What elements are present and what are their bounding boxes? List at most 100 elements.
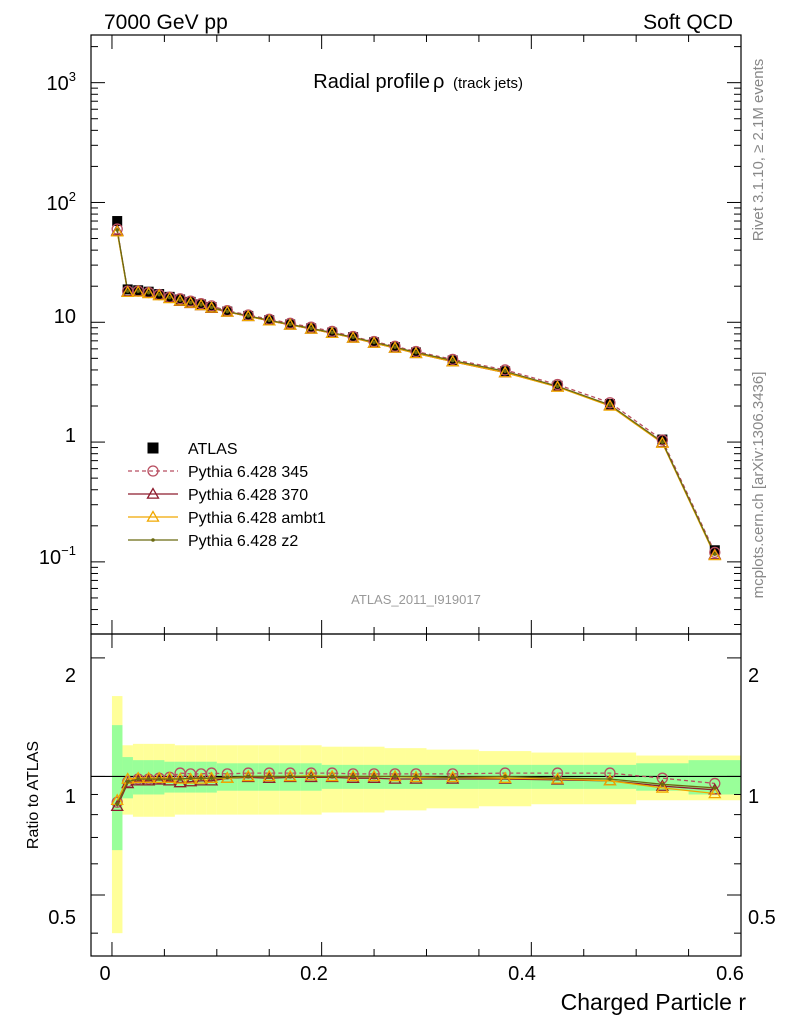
ratio-point-triangle-marker [409,772,423,784]
main-point-dot-marker [608,403,612,407]
main-point-triangle-marker [110,224,124,237]
main-series-line [116,229,716,555]
ratio-point-dot-marker [267,774,272,779]
main-point-triangle-marker [142,286,156,299]
main-point-triangle-marker [603,399,617,411]
legend-label: Pythia 6.428 370 [188,487,308,504]
ratio-point-triangle-marker [708,786,722,799]
ratio-y-tick-label: 2 [65,665,76,687]
ratio-point-dot-marker [309,774,313,779]
main-point-triangle-marker [220,305,234,317]
main-point-triangle-marker [346,331,360,343]
header-left: 7000 GeV pp [104,11,228,34]
main-point-dot-marker [393,345,397,349]
ratio-point-dot-marker [712,786,717,790]
main-point-circle-marker [604,397,616,409]
ratio-uncertainty-bands [91,696,741,934]
rivet-version-label: Rivet 3.1.10, ≥ 2.1M events [750,59,767,242]
x-tick-label: 0.4 [508,963,536,985]
main-point-dot-marker [225,309,230,314]
ratio-point-triangle-marker [367,769,381,782]
atlas-data-square-marker [112,216,123,227]
main-point-dot-marker [188,300,193,305]
ratio-point-dot-marker [555,776,560,780]
plot-title-symbol: ρ [433,71,444,93]
ratio-y-tick-label-right: 1 [748,786,759,808]
main-point-dot-marker [136,289,140,293]
ratio-point-triangle-marker [163,771,177,783]
ratio-y-tick-label: 0.5 [48,907,76,929]
main-y-tick-label: 10 [54,306,76,328]
x-tick-label: 0 [99,963,110,985]
ratio-point-dot-marker [372,774,376,779]
main-point-triangle-marker [498,365,512,378]
ratio-panel-frame [90,633,742,957]
legend-label: Pythia 6.428 ambt1 [188,510,326,527]
main-series-line [116,228,716,553]
ratio-point-triangle-marker [655,779,669,791]
main-point-circle-marker [174,293,186,305]
ratio-point-dot-marker [225,775,230,780]
main-panel-series [110,216,722,561]
main-point-dot-marker [167,295,172,300]
main-point-dot-marker [351,335,355,340]
ratio-point-dot-marker [146,777,151,781]
legend-circle-marker [147,465,159,477]
ratio-point-triangle-marker [194,773,208,786]
main-point-dot-marker [125,289,130,293]
main-point-dot-marker [660,440,665,444]
main-point-triangle-marker [325,326,339,339]
main-point-triangle-marker [121,285,135,298]
main-point-triangle-marker [204,301,219,313]
main-point-dot-marker [199,302,203,307]
main-point-dot-marker [246,314,251,318]
main-point-circle-marker [709,546,721,559]
ratio-point-triangle-marker [498,771,512,783]
ratio-point-circle-marker [368,768,380,780]
ratio-point-triangle-marker [262,769,276,782]
main-y-tick-label: 103 [47,69,76,95]
main-point-triangle-marker [183,296,198,308]
legend-square-marker [147,442,159,454]
ratio-point-triangle-marker [304,768,318,781]
main-point-triangle-marker [550,380,565,392]
analysis-tag: ATLAS_2011_I919017 [351,592,481,607]
legend-triangle-marker [146,510,160,522]
legend-label: Pythia 6.428 345 [188,464,308,481]
main-point-triangle-marker [304,322,318,334]
legend: ATLAS Pythia 6.428 345 Pythia 6.428 370 Pyt… [128,441,326,550]
ratio-y-tick-labels: 0.5 1 2 0.5 1 2 [48,665,776,929]
main-point-circle-marker [326,325,338,337]
legend-label: Pythia 6.428 z2 [188,533,298,550]
ratio-point-dot-marker [199,776,203,780]
main-point-triangle-marker [173,294,187,306]
ratio-point-dot-marker [288,774,292,779]
main-point-dot-marker [288,322,292,327]
ratio-y-tick-label-right: 2 [748,665,759,687]
main-point-triangle-marker [283,318,297,330]
main-point-triangle-marker [163,291,177,304]
ratio-point-dot-marker [115,802,120,807]
ratio-point-triangle-marker [241,769,255,782]
main-point-triangle-marker [131,285,145,297]
main-point-triangle-marker [409,346,423,359]
main-point-dot-marker [712,552,717,556]
ratio-point-dot-marker [136,777,140,781]
header-right: Soft QCD [643,11,733,34]
ratio-point-dot-marker [351,774,355,779]
plot-title: Radial profile [313,71,430,93]
ratio-point-dot-marker [393,774,397,779]
ratio-point-dot-marker [178,777,182,781]
ratio-point-dot-marker [503,774,507,779]
ratio-point-dot-marker [414,774,418,779]
ratio-y-tick-label-right: 0.5 [748,907,776,929]
main-point-dot-marker [267,318,272,323]
ratio-point-dot-marker [209,776,214,780]
main-series-line [116,231,716,556]
main-point-dot-marker [414,350,418,355]
main-point-triangle-marker [388,341,402,353]
ratio-point-dot-marker [246,774,251,779]
main-point-triangle-marker [152,288,166,301]
main-point-circle-marker [447,353,459,366]
